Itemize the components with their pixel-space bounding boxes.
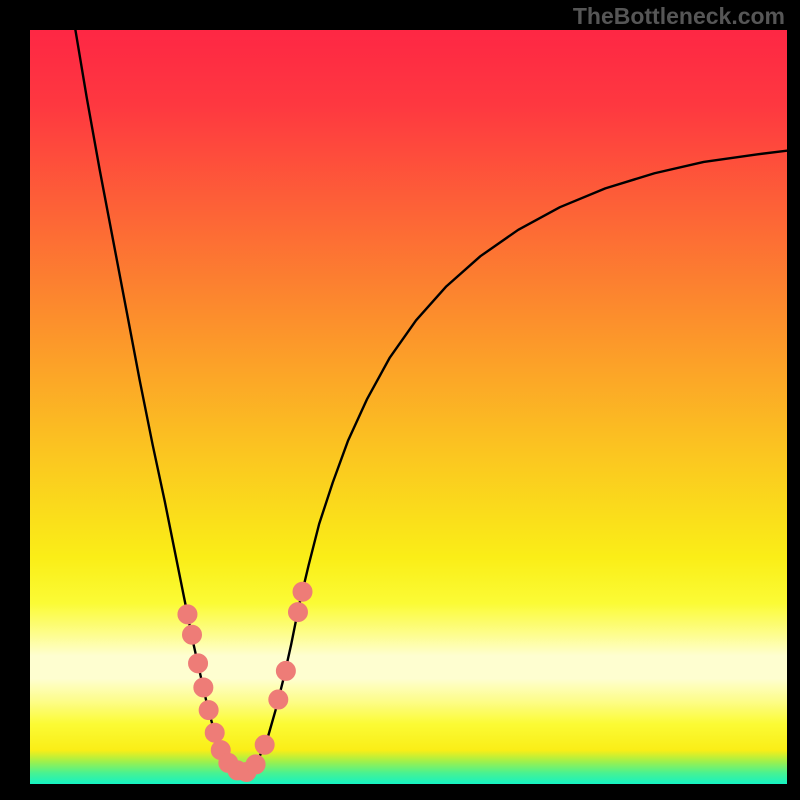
curve-marker bbox=[205, 723, 224, 742]
chart-svg bbox=[30, 30, 787, 784]
curve-marker bbox=[189, 654, 208, 673]
curve-marker bbox=[183, 625, 202, 644]
watermark-text: TheBottleneck.com bbox=[573, 3, 785, 30]
curve-marker bbox=[246, 755, 265, 774]
curve-marker bbox=[255, 735, 274, 754]
chart-plot-area bbox=[30, 30, 787, 784]
curve-marker bbox=[178, 605, 197, 624]
curve-marker bbox=[194, 678, 213, 697]
curve-marker bbox=[288, 603, 307, 622]
curve-marker bbox=[269, 690, 288, 709]
gradient-background bbox=[30, 30, 787, 784]
curve-marker bbox=[199, 701, 218, 720]
curve-marker bbox=[293, 582, 312, 601]
curve-marker bbox=[276, 661, 295, 680]
